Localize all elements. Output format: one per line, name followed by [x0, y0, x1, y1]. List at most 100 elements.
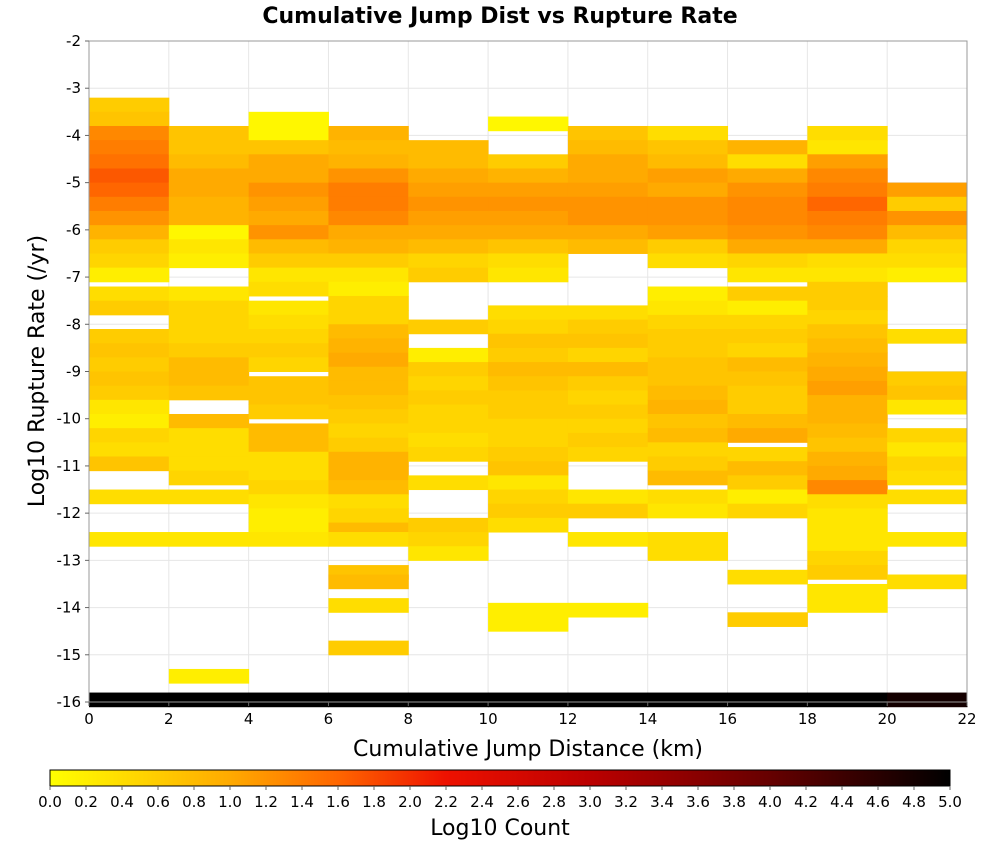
heatmap-cell [89, 182, 170, 198]
heatmap-cell [89, 692, 170, 708]
heatmap-cell [89, 399, 170, 415]
colorbar-tick-label: 2.0 [398, 793, 422, 811]
heatmap-cell [488, 168, 569, 184]
heatmap-cell [328, 380, 409, 396]
heatmap-cell [248, 239, 329, 254]
colorbar-tick-label: 2.8 [542, 793, 566, 811]
heatmap-cell [807, 550, 888, 566]
x-tick-label: 2 [164, 710, 174, 728]
heatmap-cell [807, 565, 888, 580]
heatmap-cell [807, 267, 888, 283]
heatmap-cell [647, 343, 729, 358]
heatmap-cell [408, 447, 489, 462]
heatmap-cell [89, 154, 170, 169]
heatmap-cell [647, 210, 729, 226]
colorbar-tick-label: 1.6 [326, 793, 350, 811]
heatmap-cell [408, 517, 489, 533]
heatmap-cell [89, 253, 170, 269]
heatmap-cell [727, 461, 808, 476]
heatmap-cell [727, 692, 808, 708]
heatmap-cell [647, 140, 729, 155]
heatmap-cell [168, 168, 250, 184]
colorbar-tick-label: 2.4 [470, 793, 494, 811]
heatmap-cell [488, 319, 569, 335]
heatmap-cell [89, 225, 170, 240]
heatmap-cell [488, 418, 569, 434]
x-tick-label: 22 [957, 710, 976, 728]
heatmap-cell [328, 253, 409, 269]
heatmap-cell [248, 343, 329, 358]
heatmap-cell [647, 253, 729, 269]
heatmap-cell [168, 413, 250, 429]
heatmap-cell [89, 196, 170, 212]
heatmap-cell [807, 494, 888, 509]
heatmap-cell [807, 437, 888, 453]
heatmap-cell [328, 154, 409, 169]
heatmap-cell [647, 182, 729, 198]
heatmap-cell [567, 432, 649, 448]
colorbar-tick-label: 1.4 [290, 793, 314, 811]
colorbar-tick-label: 3.0 [578, 793, 602, 811]
heatmap-cell [727, 343, 808, 358]
heatmap-cell [807, 154, 888, 169]
heatmap-cell [488, 239, 569, 254]
heatmap-cell [89, 343, 170, 358]
heatmap-cell [408, 432, 489, 448]
x-tick-label: 16 [718, 710, 737, 728]
heatmap-cell [488, 602, 569, 618]
y-tick-label: -8 [66, 315, 81, 333]
heatmap-cell [807, 239, 888, 254]
heatmap-cell [567, 347, 649, 363]
colorbar-ticks: 0.0 0.2 0.4 0.6 0.8 1.0 1.2 1.4 1.6 1.8 2.0 2.2 2.4 2… [38, 786, 962, 811]
heatmap-cell [807, 451, 888, 467]
heatmap-cell [328, 451, 409, 467]
heatmap-cell [647, 239, 729, 254]
heatmap-cell [647, 413, 729, 429]
colorbar-tick-label: 4.6 [866, 793, 890, 811]
colorbar-tick-label: 0.0 [38, 793, 62, 811]
colorbar-tick-label: 4.2 [794, 793, 818, 811]
heatmap-cell [89, 532, 170, 547]
heatmap-cell [89, 140, 170, 155]
heatmap-cell [89, 371, 170, 387]
colorbar-tick-label: 0.8 [182, 793, 206, 811]
heatmap-cell [248, 140, 329, 155]
heatmap-cell [408, 532, 489, 547]
heatmap-cell [248, 357, 329, 372]
heatmap-cell [807, 536, 888, 552]
heatmap-cell [328, 409, 409, 424]
heatmap-cell [567, 319, 649, 335]
heatmap-cell [328, 532, 409, 547]
heatmap-cell [248, 692, 329, 708]
heatmap-cell [567, 602, 649, 618]
heatmap-cell [488, 376, 569, 391]
heatmap-cell [727, 196, 808, 212]
heatmap-cell [807, 352, 888, 368]
y-tick-label: -11 [57, 457, 82, 475]
heatmap-cell [567, 692, 649, 708]
heatmap-cell [887, 489, 968, 505]
heatmap-cell [567, 404, 649, 420]
heatmap-cell [89, 357, 170, 372]
heatmap-cell [408, 546, 489, 561]
heatmap-cell [567, 532, 649, 547]
colorbar-tick-label: 0.4 [110, 793, 134, 811]
heatmap-cell [567, 154, 649, 169]
heatmap-cell [567, 390, 649, 406]
heatmap-cell [647, 385, 729, 401]
heatmap-cell [328, 267, 409, 283]
heatmap-cell [168, 154, 250, 169]
heatmap-cell [887, 371, 968, 387]
heatmap-cell [248, 281, 329, 297]
heatmap-cell [168, 125, 250, 141]
heatmap-cell [328, 281, 409, 297]
heatmap-cell [727, 413, 808, 429]
heatmap-cell [168, 371, 250, 387]
heatmap-cell [328, 692, 409, 708]
heatmap-cell [89, 428, 170, 443]
heatmap-cell [647, 314, 729, 330]
heatmap-cell [248, 437, 329, 453]
heatmap-cell [807, 423, 888, 439]
heatmap-cell [567, 489, 649, 505]
heatmap-cell [328, 310, 409, 325]
